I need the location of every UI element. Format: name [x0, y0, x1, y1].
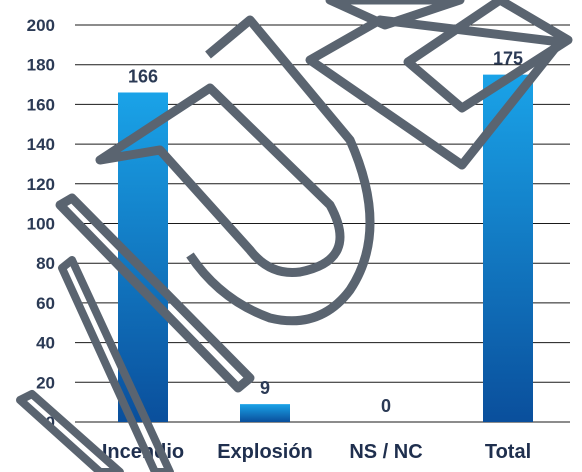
watermark-bar-right: [305, 15, 565, 170]
category-label-1: Explosión: [217, 441, 313, 463]
watermark-logo: [16, 0, 573, 472]
y-tick-label-120: 120: [27, 175, 55, 194]
y-tick-label-180: 180: [27, 56, 55, 75]
y-tick-label-200: 200: [27, 16, 55, 35]
data-label-1: 9: [260, 378, 270, 398]
watermark-u-shape: [95, 83, 345, 278]
data-label-3: 175: [493, 49, 523, 69]
watermark-diamond-top: [325, 0, 465, 30]
y-tick-label-40: 40: [36, 334, 55, 353]
category-label-3: Total: [485, 441, 531, 463]
data-label-2: 0: [381, 396, 391, 416]
watermark-diamond-right: [403, 0, 573, 113]
y-tick-label-20: 20: [36, 373, 55, 392]
y-tick-label-160: 160: [27, 95, 55, 114]
y-tick-label-80: 80: [36, 254, 55, 273]
category-label-2: NS / NC: [349, 441, 422, 463]
watermark-stroke-diag2: [16, 390, 124, 472]
y-tick-label-100: 100: [27, 215, 55, 234]
y-tick-label-60: 60: [36, 294, 55, 313]
watermark-large-u: [186, 15, 375, 326]
bars: [118, 74, 533, 423]
data-label-0: 166: [128, 66, 158, 86]
watermark-stroke-left: [55, 193, 255, 393]
y-tick-label-140: 140: [27, 135, 55, 154]
watermark-stroke-diag: [58, 256, 174, 472]
data-labels: 166 9 0 175: [128, 49, 523, 416]
bar-explosi-n: [240, 404, 290, 422]
